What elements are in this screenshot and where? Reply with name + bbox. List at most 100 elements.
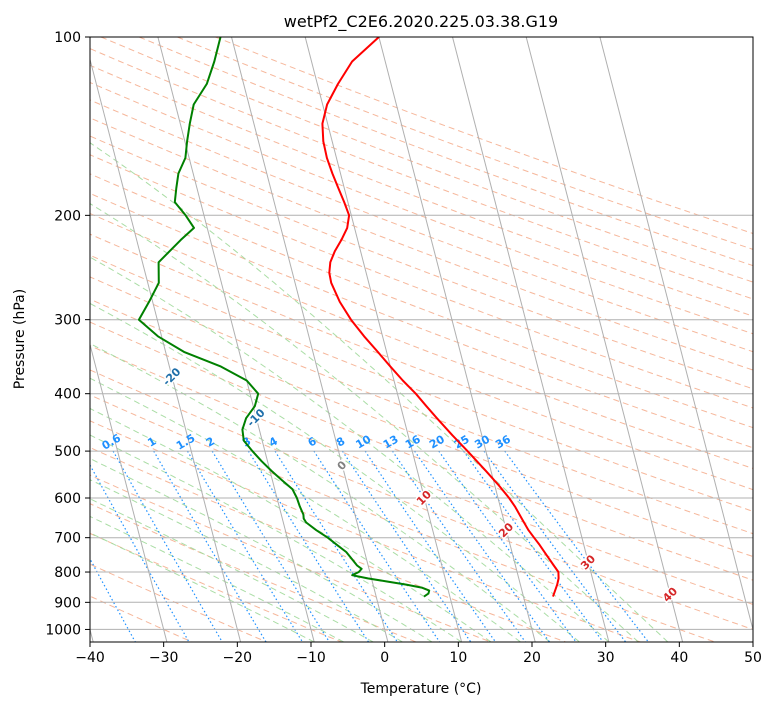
- mixing-ratio-line: [247, 450, 370, 642]
- y-tick-label: 400: [54, 387, 81, 403]
- dry-adiabat-line: [90, 276, 753, 535]
- y-tick-label: 700: [54, 531, 81, 547]
- y-tick-label: 100: [54, 30, 81, 46]
- y-tick-label: 800: [54, 565, 81, 581]
- mixing-ratio-line: [274, 450, 399, 642]
- mixing-ratio-label: 10: [354, 432, 374, 451]
- moist-adiabat-line: [90, 407, 492, 642]
- dry-adiabat-line: [90, 532, 343, 642]
- dry-adiabat-line: [90, 192, 753, 449]
- mixing-ratio-line: [483, 450, 627, 642]
- mixing-ratio-line: [414, 450, 551, 642]
- mixing-ratio-line: [341, 450, 472, 642]
- dewpoint-line: [137, 37, 431, 598]
- x-tick-label: 10: [449, 650, 467, 666]
- dry-adiabat-line: [90, 81, 753, 335]
- mixing-ratio-label: 13: [381, 433, 401, 452]
- dry-adiabat-line: [90, 298, 753, 558]
- y-tick-label: 1000: [45, 622, 81, 638]
- mixing-ratio-label: 36: [493, 432, 513, 451]
- mixing-ratio-label: 2: [204, 435, 217, 450]
- mixing-ratio-line: [463, 450, 604, 642]
- moist-adiabat-line: [90, 479, 403, 642]
- dry-adiabat-line: [90, 254, 753, 512]
- y-tick-label: 500: [54, 444, 81, 460]
- mixing-ratio-label: 20: [427, 432, 447, 451]
- dry-adiabat-line: [90, 446, 568, 642]
- isotherm-label: 40: [660, 584, 680, 604]
- mixing-ratio-line: [392, 450, 527, 642]
- mixing-ratio-label: 8: [334, 435, 347, 450]
- temperature-line: [321, 37, 560, 597]
- x-tick-label: 20: [523, 650, 541, 666]
- y-tick-label: 200: [54, 208, 81, 224]
- isotherm-line: [157, 37, 315, 642]
- dry-adiabat-line: [90, 595, 194, 642]
- mixing-ratio-line: [364, 450, 497, 642]
- moist-adiabat-line: [90, 203, 639, 642]
- moist-adiabat-line: [90, 434, 462, 642]
- isotherm-line: [525, 37, 684, 642]
- dry-adiabat-line: [90, 173, 753, 429]
- moist-adiabat-line: [90, 498, 374, 642]
- mixing-ratio-label: 3: [240, 435, 253, 450]
- y-tick-label: 900: [54, 595, 81, 611]
- mixing-ratio-label: 30: [472, 432, 492, 451]
- isotherm-line: [599, 37, 753, 632]
- x-tick-label: −40: [75, 650, 105, 666]
- dry-adiabat-line: [90, 503, 418, 642]
- dry-adiabat-line: [90, 420, 642, 642]
- chart-title: wetPf2_C2E6.2020.225.03.38.G19: [284, 12, 558, 32]
- dry-adiabat-line: [90, 563, 269, 642]
- isotherm-line: [452, 37, 610, 642]
- mixing-ratio-line: [438, 450, 577, 642]
- y-tick-label: 600: [54, 491, 81, 507]
- moist-adiabat-line: [90, 377, 521, 642]
- moist-adiabat-line: [90, 256, 610, 642]
- moist-adiabat-line: [90, 458, 433, 642]
- isotherm-label: 0: [335, 458, 350, 473]
- mixing-ratio-line: [0, 451, 86, 644]
- mixing-ratio-line: [313, 450, 441, 642]
- mixing-ratio-line: [90, 463, 190, 642]
- moist-adiabat-line: [90, 532, 315, 642]
- moist-adiabat-line: [90, 342, 551, 642]
- mixing-ratio-line: [186, 450, 304, 642]
- y-axis-label: Pressure (hPa): [12, 289, 28, 389]
- moist-adiabat-line: [90, 302, 580, 642]
- x-tick-label: 30: [597, 650, 615, 666]
- dry-adiabat-line: [90, 345, 753, 605]
- x-tick-label: 0: [380, 650, 389, 666]
- dry-adiabat-line: [90, 474, 493, 642]
- y-tick-label: 300: [54, 313, 81, 329]
- x-tick-label: −10: [296, 650, 326, 666]
- isotherm-line: [378, 37, 536, 642]
- mixing-ratio-line: [90, 557, 136, 642]
- isotherm-label: 10: [414, 488, 434, 508]
- mixing-ratio-line: [112, 450, 223, 642]
- moist-adiabat-line: [90, 515, 344, 642]
- dry-adiabat-line: [90, 212, 753, 469]
- x-tick-label: −30: [149, 650, 179, 666]
- x-tick-label: −20: [223, 650, 253, 666]
- isotherm-line: [231, 37, 389, 642]
- isotherm-label: 30: [578, 552, 598, 572]
- mixing-ratio-line: [211, 450, 331, 642]
- plot-frame: [89, 36, 754, 643]
- x-axis-label: Temperature (°C): [360, 681, 482, 697]
- x-tick-label: 50: [744, 650, 762, 666]
- dry-adiabat-line: [90, 99, 753, 353]
- dry-adiabat-line: [90, 135, 753, 390]
- isotherm-label: -10: [244, 406, 267, 429]
- dry-adiabat-line: [90, 369, 753, 630]
- moist-adiabat-line: [90, 142, 669, 642]
- dry-adiabat-line: [90, 154, 753, 409]
- dry-adiabat-line: [215, 37, 753, 235]
- dry-adiabat-line: [90, 394, 717, 642]
- mixing-ratio-label: 1.5: [174, 432, 197, 453]
- isotherm-line: [304, 37, 463, 642]
- isotherm-line: [90, 342, 168, 642]
- x-tick-label: 40: [670, 650, 688, 666]
- dry-adiabat-line: [90, 48, 753, 300]
- dry-adiabat-line: [90, 117, 753, 371]
